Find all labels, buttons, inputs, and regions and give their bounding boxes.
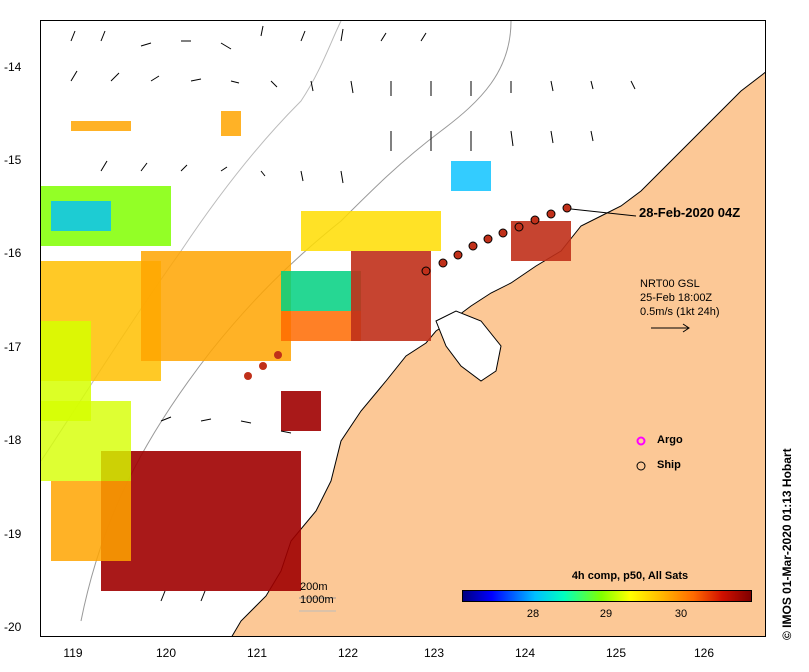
y-tick-label: -20 [4,620,22,634]
current-legend-line1: NRT00 GSL [640,278,700,290]
y-tick-label: -16 [4,246,22,260]
y-tick-label: -15 [4,153,22,167]
x-tick-label: 126 [693,646,715,660]
argo-label: Argo [657,434,683,446]
ship-symbol [636,461,646,471]
current-legend-line2: 25-Feb 18:00Z [640,292,713,304]
map-frame [40,20,766,637]
x-tick-label: 125 [605,646,627,660]
colorbar-title: 4h comp, p50, All Sats [571,570,689,582]
sst-map [41,21,765,636]
x-tick-label: 119 [63,646,83,660]
argo-symbol [636,436,646,446]
imos-credit: © IMOS 01-Mar-2020 01:13 Hobart [780,448,794,640]
ship-label: Ship [657,459,681,471]
y-tick-label: -14 [4,60,22,74]
ship-track [244,203,572,380]
current-legend-line3: 0.5m/s (1kt 24h) [640,306,720,318]
sst-colorbar [462,590,752,602]
colorbar-tick: 28 [526,608,540,620]
track-date-label: 28-Feb-2020 04Z [639,205,741,220]
sst-patches [41,111,571,591]
x-tick-label: 123 [423,646,445,660]
depth-label-200m: 200m [300,581,328,593]
current-arrows [70,25,636,602]
colorbar-tick: 30 [674,608,688,620]
colorbar-tick: 29 [599,608,613,620]
y-tick-label: -18 [4,433,22,447]
y-tick-label: -17 [4,340,22,354]
current-scale-arrowhead [682,323,690,333]
x-tick-label: 124 [514,646,536,660]
x-tick-label: 121 [246,646,268,660]
y-tick-label: -19 [4,527,22,541]
inlet [435,310,502,382]
x-tick-label: 120 [155,646,177,660]
x-tick-label: 122 [337,646,359,660]
date-connector [570,208,637,217]
depth-label-1000m: 1000m [300,594,334,606]
